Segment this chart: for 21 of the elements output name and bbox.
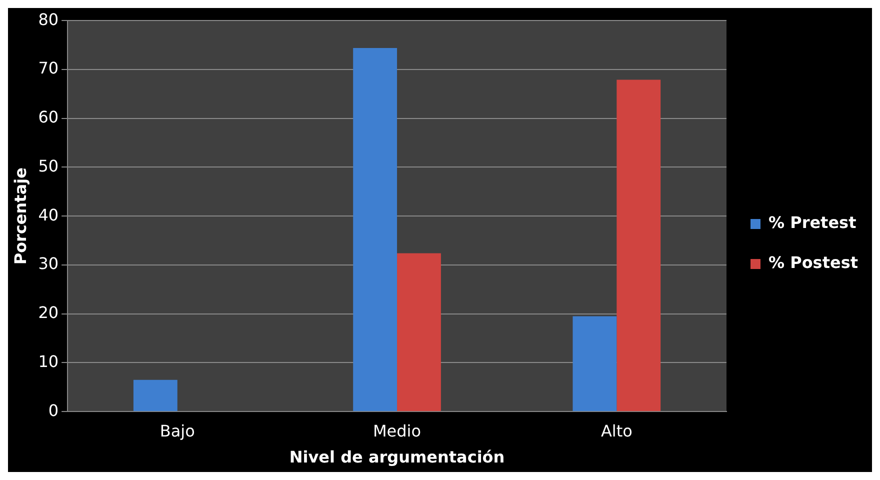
bar [133,380,178,412]
y-tick-label: 50 [38,156,59,176]
y-tick-label: 70 [38,58,59,78]
y-tick-label: 80 [38,10,59,29]
bar [616,80,661,412]
y-tick-label: 30 [38,254,59,274]
bar [353,48,398,412]
x-axis-title: Nivel de argumentación [289,448,505,467]
bar [572,316,617,412]
bar [397,253,441,412]
y-axis-title: Porcentaje [10,167,30,265]
y-tick-label: 10 [38,352,59,371]
x-tick-label: Bajo [160,421,195,440]
x-tick-label: Medio [373,421,422,440]
legend-label: % Postest [768,253,858,272]
y-tick-label: 20 [38,303,59,322]
legend-label: % Pretest [768,213,857,232]
y-tick-label: 40 [38,205,59,224]
y-tick-label: 0 [48,400,59,420]
y-tick-label: 60 [38,108,59,127]
x-tick-label: Alto [600,421,632,440]
